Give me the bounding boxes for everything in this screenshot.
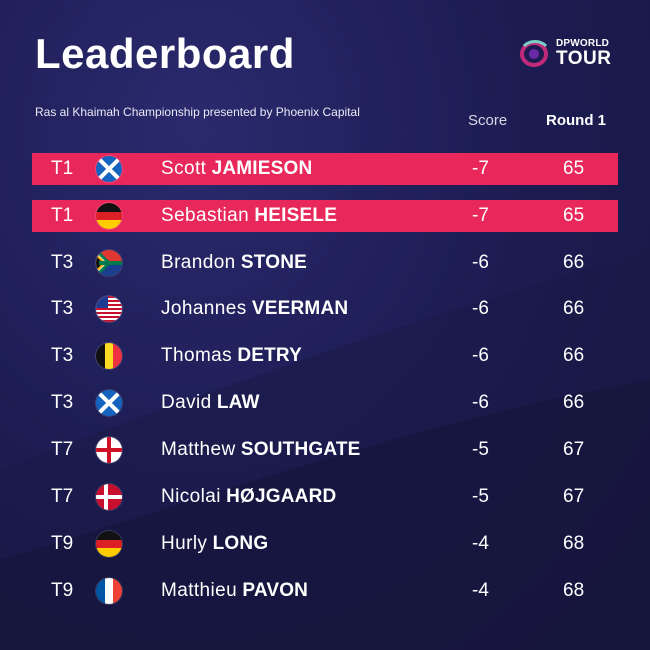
score-value: -5 [472,486,489,507]
position-label: T9 [51,533,74,554]
leaderboard-row: T1 Scott JAMIESON -7 65 [32,153,618,185]
round-value: 68 [563,580,585,601]
player-last-name: PAVON [242,580,309,601]
player-name: Sebastian HEISELE [161,205,337,227]
score-value: -6 [472,345,489,366]
france-flag-icon [96,578,122,604]
player-first-name: David [161,392,212,413]
player-name: Matthew SOUTHGATE [161,439,361,461]
logo-top-text: DPWORLD [556,38,610,49]
player-name: Nicolai HØJGAARD [161,486,336,508]
player-name: Matthieu PAVON [161,580,308,602]
player-first-name: Nicolai [161,486,221,507]
round-value: 67 [563,439,585,460]
round-column-header: Round 1 [546,112,606,129]
scotland-flag-icon [96,390,122,416]
leaderboard-row: T3 David LAW -6 66 [32,387,618,419]
dp-world-tour-logo: DPWORLD TOUR [518,36,622,70]
position-label: T3 [51,345,74,366]
player-first-name: Scott [161,158,207,179]
score-value: -5 [472,439,489,460]
germany-flag-icon [96,531,122,557]
position-label: T1 [51,158,74,179]
south-africa-flag-icon [96,250,122,276]
player-last-name: STONE [240,252,308,273]
round-value: 66 [563,345,585,366]
score-column-header: Score [468,112,508,129]
player-first-name: Thomas [161,345,233,366]
leaderboard-row: T9 Hurly LONG -4 68 [32,528,618,560]
belgium-flag-icon [96,343,122,369]
position-label: T7 [51,486,74,507]
round-value: 67 [563,486,585,507]
player-last-name: SOUTHGATE [240,439,361,460]
usa-flag-icon [96,296,122,322]
position-label: T3 [51,392,74,413]
scotland-flag-icon [96,156,122,182]
leaderboard-row: T9 Matthieu PAVON -4 68 [32,575,618,607]
player-first-name: Johannes [161,298,247,319]
player-first-name: Hurly [161,533,208,554]
player-last-name: VEERMAN [251,298,349,319]
player-last-name: DETRY [237,345,303,366]
player-first-name: Matthew [161,439,236,460]
leaderboard-row: T3 Brandon STONE -6 66 [32,247,618,279]
score-value: -4 [472,580,489,601]
player-last-name: HØJGAARD [226,486,337,507]
score-value: -4 [472,533,489,554]
player-name: Johannes VEERMAN [161,298,348,320]
player-first-name: Brandon [161,252,236,273]
leaderboard-row: T3 Thomas DETRY -6 66 [32,340,618,372]
player-last-name: LONG [212,533,269,554]
player-name: Hurly LONG [161,533,268,555]
player-first-name: Matthieu [161,580,238,601]
logo-bottom-text: TOUR [556,48,612,69]
round-value: 66 [563,392,585,413]
logo-ring-icon [520,40,548,67]
score-value: -7 [472,205,489,226]
score-value: -6 [472,298,489,319]
player-first-name: Sebastian [161,205,250,226]
position-label: T3 [51,298,74,319]
position-label: T1 [51,205,74,226]
denmark-flag-icon [96,484,122,510]
position-label: T3 [51,252,74,273]
player-name: Thomas DETRY [161,345,302,367]
tournament-subtitle: Ras al Khaimah Championship presented by… [35,105,360,119]
germany-flag-icon [96,203,122,229]
score-value: -6 [472,252,489,273]
leaderboard-row: T7 Nicolai HØJGAARD -5 67 [32,481,618,513]
england-flag-icon [96,437,122,463]
player-name: Scott JAMIESON [161,158,312,180]
player-last-name: HEISELE [254,205,338,226]
round-value: 68 [563,533,585,554]
round-value: 65 [563,158,585,179]
player-name: Brandon STONE [161,252,307,274]
leaderboard-row: T3 Johannes VEERMAN -6 66 [32,293,618,325]
page-title: Leaderboard [35,30,295,77]
score-value: -7 [472,158,489,179]
player-last-name: JAMIESON [211,158,313,179]
round-value: 66 [563,298,585,319]
position-label: T7 [51,439,74,460]
player-name: David LAW [161,392,260,414]
leaderboard-row: T7 Matthew SOUTHGATE -5 67 [32,434,618,466]
player-last-name: LAW [216,392,260,413]
round-value: 65 [563,205,585,226]
round-value: 66 [563,252,585,273]
position-label: T9 [51,580,74,601]
score-value: -6 [472,392,489,413]
leaderboard-row: T1 Sebastian HEISELE -7 65 [32,200,618,232]
